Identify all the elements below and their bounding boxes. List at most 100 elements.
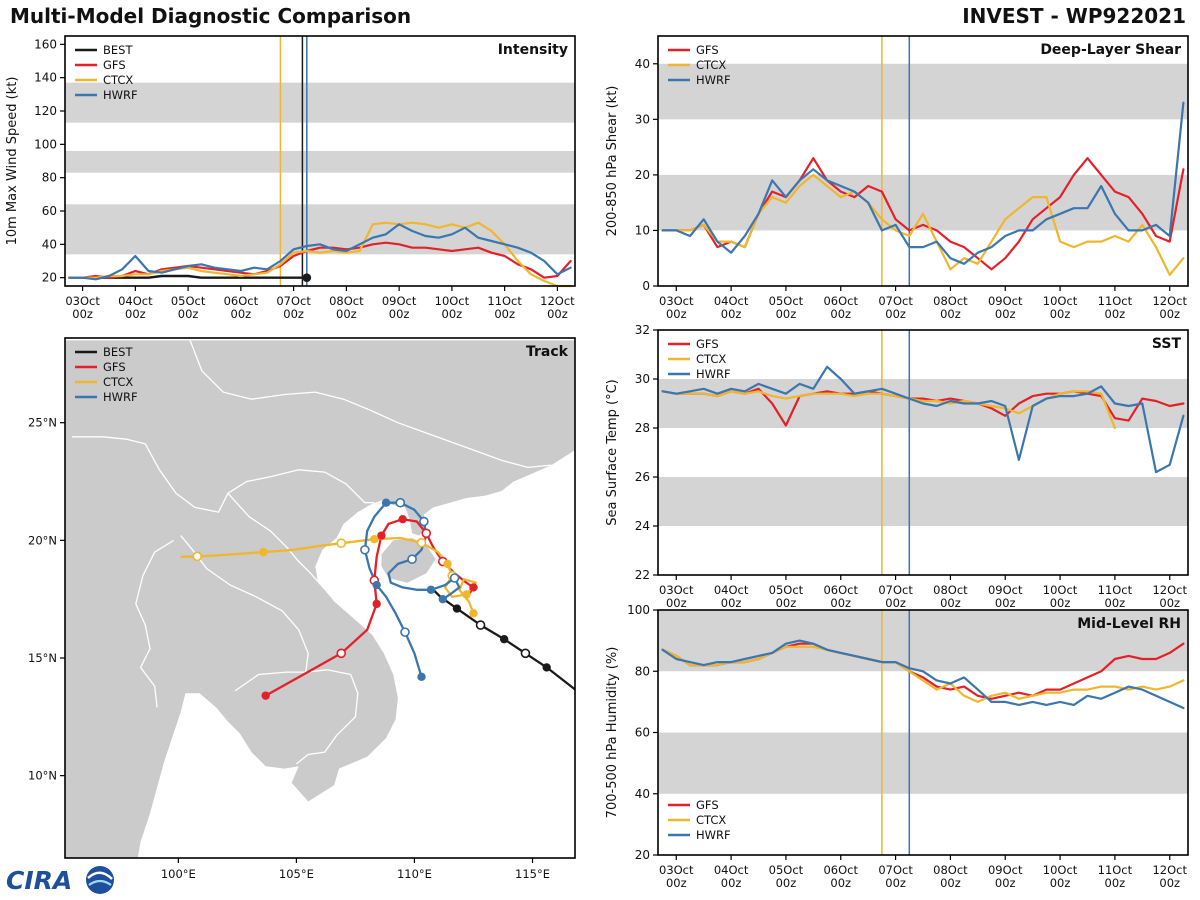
country-border xyxy=(234,669,351,692)
svg-text:00z: 00z xyxy=(940,307,961,321)
hwrf-open-marker xyxy=(395,497,406,508)
svg-text:00z: 00z xyxy=(1050,307,1071,321)
svg-text:32: 32 xyxy=(635,323,650,337)
series-lines xyxy=(661,101,1185,276)
hwrf-open-marker xyxy=(419,516,429,527)
gfs-marker xyxy=(398,514,407,524)
ctcx-marker xyxy=(370,534,379,544)
svg-text:00z: 00z xyxy=(721,876,742,890)
y-axis-label: 200-850 hPa Shear (kt) xyxy=(605,86,620,237)
axes-ticks: 01020304003Oct00z04Oct00z05Oct00z06Oct00… xyxy=(635,57,1188,321)
svg-text:140: 140 xyxy=(34,71,57,85)
svg-text:04Oct: 04Oct xyxy=(118,294,153,308)
svg-text:00z: 00z xyxy=(995,307,1016,321)
init-time-lines xyxy=(881,330,911,575)
cira-logo: CIRA xyxy=(4,862,124,898)
svg-text:00z: 00z xyxy=(666,307,687,321)
svg-text:00z: 00z xyxy=(885,307,906,321)
series-lines xyxy=(661,639,1185,710)
svg-text:0: 0 xyxy=(642,279,650,293)
svg-text:03Oct: 03Oct xyxy=(659,294,694,308)
model-tracks xyxy=(180,497,575,700)
svg-text:00z: 00z xyxy=(776,307,797,321)
svg-text:120: 120 xyxy=(34,104,57,118)
ctcx-legend-label: CTCX xyxy=(696,58,726,72)
best-open-marker xyxy=(520,648,531,659)
svg-text:12Oct: 12Oct xyxy=(540,294,575,308)
svg-text:40: 40 xyxy=(635,57,650,71)
hwrf-open-marker xyxy=(360,544,370,555)
svg-text:00z: 00z xyxy=(1105,596,1126,610)
ctcx-track-line xyxy=(180,536,477,614)
hwrf-marker xyxy=(372,580,381,590)
svg-text:00z: 00z xyxy=(1159,596,1180,610)
gfs-marker xyxy=(261,691,270,700)
track-map: 100°E 105°E 110°E 115°E 10°N 15°N 20°N 25°N Trac… xyxy=(28,337,576,881)
hwrf-line xyxy=(68,223,572,281)
hwrf-marker xyxy=(426,585,436,594)
svg-text:05Oct: 05Oct xyxy=(769,294,804,308)
svg-text:25°N: 25°N xyxy=(28,416,57,430)
rh-chart: 2040608010003Oct00z04Oct00z05Oct00z06Oct… xyxy=(605,603,1189,890)
init-time-lines xyxy=(279,36,308,286)
svg-text:00z: 00z xyxy=(830,596,851,610)
svg-text:10Oct: 10Oct xyxy=(1043,583,1078,597)
gfs-open-marker xyxy=(336,648,347,659)
svg-text:05Oct: 05Oct xyxy=(769,863,804,877)
axes-ticks: 22242628303203Oct00z04Oct00z05Oct00z06Oc… xyxy=(635,323,1188,610)
svg-text:09Oct: 09Oct xyxy=(988,294,1023,308)
svg-text:08Oct: 08Oct xyxy=(933,294,968,308)
hwrf-open-marker xyxy=(449,573,460,583)
svg-text:06Oct: 06Oct xyxy=(823,294,858,308)
svg-text:00z: 00z xyxy=(1105,307,1126,321)
svg-text:20: 20 xyxy=(42,271,57,285)
land-polygon xyxy=(65,340,575,858)
svg-text:20: 20 xyxy=(635,848,650,862)
ctcx-legend-label: CTCX xyxy=(103,73,133,87)
gfs-legend-label: GFS xyxy=(696,798,719,812)
svg-text:00z: 00z xyxy=(336,307,357,321)
ctcx-line xyxy=(68,221,572,288)
hwrf-line xyxy=(661,365,1185,474)
ctcx-line xyxy=(661,173,1185,276)
svg-text:100: 100 xyxy=(34,137,57,151)
hwrf-legend-label: HWRF xyxy=(696,828,731,842)
svg-text:00z: 00z xyxy=(721,596,742,610)
svg-text:05Oct: 05Oct xyxy=(171,294,206,308)
ctcx-legend-label: CTCX xyxy=(696,813,726,827)
hwrf-track-line xyxy=(363,501,461,678)
gfs-marker xyxy=(372,599,381,609)
gfs-marker xyxy=(469,583,478,592)
svg-text:08Oct: 08Oct xyxy=(933,863,968,877)
svg-text:09Oct: 09Oct xyxy=(988,863,1023,877)
svg-text:100°E: 100°E xyxy=(161,867,196,881)
hwrf-open-marker xyxy=(400,627,410,637)
svg-text:80: 80 xyxy=(635,664,650,678)
svg-text:00z: 00z xyxy=(1159,307,1180,321)
svg-text:00z: 00z xyxy=(940,876,961,890)
svg-text:00z: 00z xyxy=(125,307,146,321)
panel-title: Track xyxy=(526,344,569,360)
ctcx-marker xyxy=(259,547,268,557)
svg-text:00z: 00z xyxy=(995,876,1016,890)
country-border xyxy=(135,539,174,708)
category-bands xyxy=(65,82,575,255)
svg-text:10Oct: 10Oct xyxy=(1043,863,1078,877)
svg-text:12Oct: 12Oct xyxy=(1152,863,1187,877)
ctcx-marker xyxy=(462,590,471,599)
svg-text:06Oct: 06Oct xyxy=(224,294,259,308)
y-axis-label: Sea Surface Temp (°C) xyxy=(605,379,620,526)
svg-text:00z: 00z xyxy=(666,596,687,610)
ctcx-open-marker xyxy=(336,538,347,548)
svg-text:00z: 00z xyxy=(666,876,687,890)
gfs-legend-label: GFS xyxy=(103,360,126,374)
panel-title: SST xyxy=(1152,336,1182,352)
svg-text:28: 28 xyxy=(635,421,650,435)
category-bands xyxy=(658,610,1188,794)
ctcx-legend-label: CTCX xyxy=(103,375,133,389)
svg-text:00z: 00z xyxy=(1105,876,1126,890)
svg-text:03Oct: 03Oct xyxy=(659,863,694,877)
panel-title: Deep-Layer Shear xyxy=(1040,42,1181,58)
